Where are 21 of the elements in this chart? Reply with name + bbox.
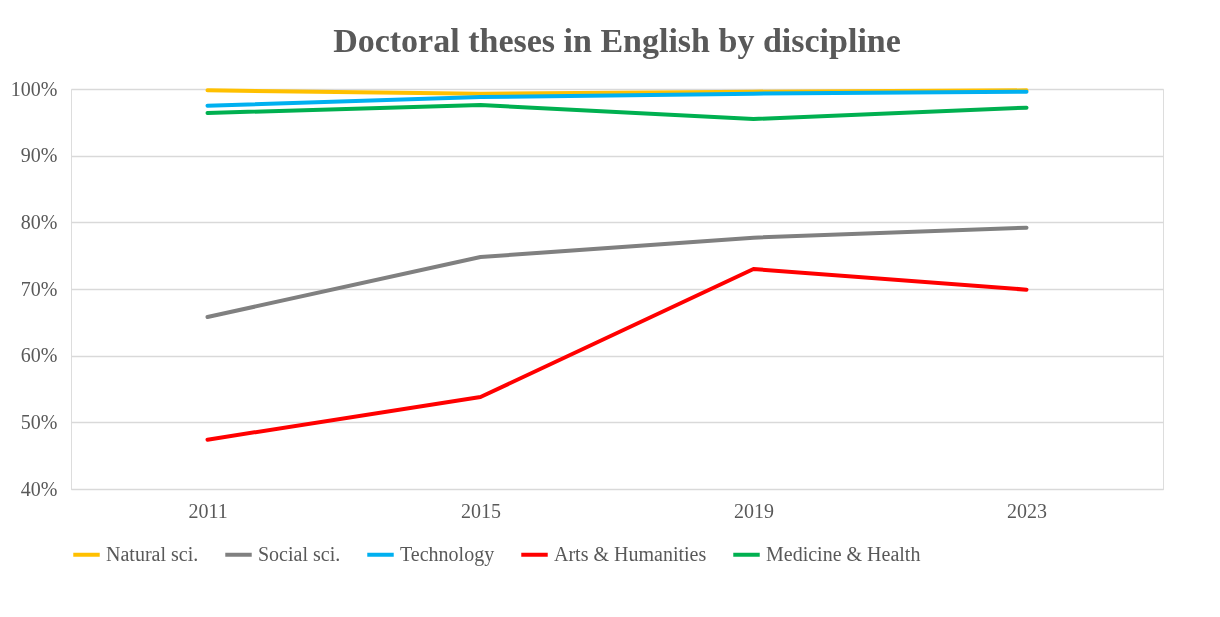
x-tick-label: 2019 xyxy=(734,499,774,522)
legend-label: Arts & Humanities xyxy=(554,542,707,565)
line-series xyxy=(205,103,1029,121)
y-tick-label: 50% xyxy=(20,410,58,433)
y-tick-label: 90% xyxy=(20,144,58,167)
x-tick-label: 2015 xyxy=(461,499,501,522)
line-series xyxy=(205,89,1029,108)
legend-label: Medicine & Health xyxy=(766,542,921,565)
x-tick-label: 2011 xyxy=(188,499,228,522)
legend-label: Natural sci. xyxy=(106,542,199,565)
y-tick-label: 100% xyxy=(10,77,58,100)
y-tick-label: 80% xyxy=(20,210,58,233)
y-tick-label: 40% xyxy=(20,477,58,500)
line-series xyxy=(205,267,1029,442)
legend-label: Technology xyxy=(400,542,495,566)
y-tick-label: 60% xyxy=(20,344,58,367)
y-tick-label: 70% xyxy=(20,277,58,300)
legend-label: Social sci. xyxy=(258,542,341,565)
line-series xyxy=(205,225,1029,319)
x-tick-label: 2023 xyxy=(1007,499,1047,522)
chart-title: Doctoral theses in English by discipline xyxy=(333,22,901,59)
